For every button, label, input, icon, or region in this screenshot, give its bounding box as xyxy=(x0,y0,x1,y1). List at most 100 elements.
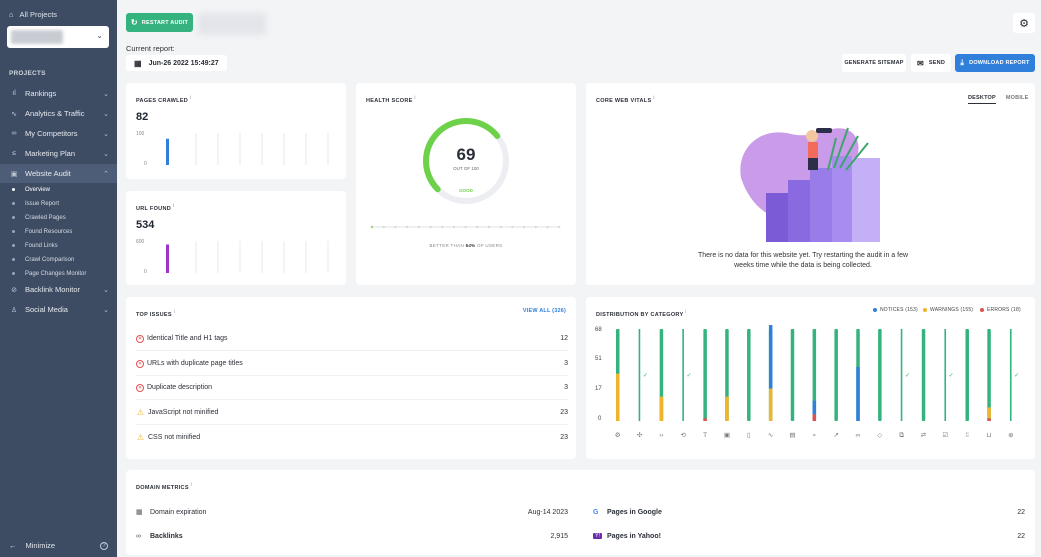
url-found-value: 534 xyxy=(136,219,155,231)
all-projects-link[interactable]: ⌂ All Projects xyxy=(9,10,57,19)
home-icon: ⌂ xyxy=(9,10,14,19)
sidebar-sub-crawled-pages[interactable]: Crawled Pages xyxy=(0,211,117,224)
project-name-blurred xyxy=(11,30,63,44)
generate-sitemap-button[interactable]: GENERATE SITEMAP xyxy=(842,54,906,72)
pages-crawled-bars xyxy=(166,133,329,165)
all-projects-label: All Projects xyxy=(19,10,58,19)
sidebar-item-social-media[interactable]: ♙ Social Media ⌄ xyxy=(0,300,117,319)
help-icon[interactable]: ? xyxy=(100,541,108,550)
scale-dot xyxy=(476,225,479,229)
pages-crawled-value: 82 xyxy=(136,111,149,123)
category-bar-stack: ↗ xyxy=(833,329,839,439)
issue-row[interactable]: ✕ Identical Title and H1 tags 12 xyxy=(136,327,568,351)
minimize-button[interactable]: ← Minimize ? xyxy=(9,541,108,550)
issue-row[interactable]: ⚠ CSS not minified 23 xyxy=(136,425,568,449)
health-score-card: HEALTH SCORE i 69 OUT OF 100 GOOD BETTER… xyxy=(356,83,576,285)
issue-row[interactable]: ✕ Duplicate description 3 xyxy=(136,376,568,400)
scale-dot xyxy=(394,225,397,229)
pages-crawled-card: PAGES CRAWLED i 82 100 0 xyxy=(126,83,346,179)
chevron-down-icon: ⌄ xyxy=(103,110,109,118)
device-tabs: DESKTOP MOBILE xyxy=(968,95,1028,104)
metric-value: 22 xyxy=(1017,532,1025,540)
category-icon: ☑ xyxy=(942,431,948,439)
issue-label: Duplicate description xyxy=(147,384,212,391)
core-web-vitals-card: CORE WEB VITALS i DESKTOP MOBILE There i… xyxy=(586,83,1035,285)
metric-label: Pages in Google xyxy=(607,508,662,516)
current-report-label: Current report: xyxy=(126,44,175,53)
thumbs-up-icon: ♙ xyxy=(10,306,18,314)
category-bar-stack: ⇄ xyxy=(921,329,927,439)
sidebar-item-competitors[interactable]: ∞ My Competitors ⌄ xyxy=(0,124,117,143)
sidebar-sub-found-resources[interactable]: Found Resources xyxy=(0,225,117,238)
y-tick-label: 17 xyxy=(595,386,602,392)
pages-in-google-row: G Pages in Google 22 xyxy=(593,504,1025,520)
scale-dot xyxy=(487,225,491,229)
bullet-icon xyxy=(12,216,15,219)
category-icon: ↗ xyxy=(833,432,838,439)
card-title: URL FOUND i xyxy=(136,203,175,212)
checklist-icon: ≤ xyxy=(12,150,16,157)
category-bar-stack: ✓✣ xyxy=(637,329,648,439)
pages-in-yahoo-row: Y! Pages in Yahoo! 22 xyxy=(593,528,1025,544)
scale-dot xyxy=(441,225,444,229)
tab-mobile[interactable]: MOBILE xyxy=(1005,95,1029,101)
gear-icon[interactable]: ⚙ xyxy=(1013,13,1035,33)
link-icon: ∞ xyxy=(11,130,17,137)
sidebar-sub-found-links[interactable]: Found Links xyxy=(0,239,117,252)
legend-notices: NOTICES (153) xyxy=(873,307,918,313)
issue-count: 23 xyxy=(560,433,568,441)
sidebar-item-marketing-plan[interactable]: ≤ Marketing Plan ⌄ xyxy=(0,144,117,163)
passed-bar xyxy=(965,329,969,421)
tab-desktop[interactable]: DESKTOP xyxy=(968,95,996,104)
y-tick-label: 51 xyxy=(595,356,602,362)
category-bar-stack: ⚙ xyxy=(615,329,621,439)
passed-bar xyxy=(747,329,751,421)
sidebar-item-analytics[interactable]: ∿ Analytics & Traffic ⌄ xyxy=(0,104,117,123)
project-selector[interactable]: ⌄ xyxy=(7,26,109,48)
send-button[interactable]: ✉ SEND xyxy=(911,54,951,72)
category-bar-stack: ✓☑ xyxy=(942,329,954,439)
card-title: PAGES CRAWLED i xyxy=(136,95,192,104)
scale-dot xyxy=(546,225,549,229)
view-all-link[interactable]: VIEW ALL (326) xyxy=(522,308,566,314)
sidebar-sub-label: Found Links xyxy=(25,242,58,249)
restart-audit-button[interactable]: ↻ RESTART AUDIT xyxy=(126,13,193,32)
sidebar-sub-overview[interactable]: Overview xyxy=(0,183,117,196)
category-bar-stack: ▤ xyxy=(789,329,796,439)
errors-bar xyxy=(703,418,707,421)
issue-row[interactable]: ⚠ JavaScript not minified 23 xyxy=(136,401,568,425)
domain-metrics-card: DOMAIN METRICS i ▦ Domain expiration Aug… xyxy=(126,470,1035,555)
url-found-bar xyxy=(166,244,169,273)
chevron-down-icon: ⌄ xyxy=(96,31,103,40)
card-title: DISTRIBUTION BY CATEGORY i xyxy=(596,309,687,318)
download-report-button[interactable]: ⤓ DOWNLOAD REPORT xyxy=(955,54,1035,72)
url-found-card: URL FOUND i 534 600 0 xyxy=(126,191,346,285)
sidebar-sub-issue-report[interactable]: Issue Report xyxy=(0,197,117,210)
sidebar-sub-label: Issue Report xyxy=(25,200,60,207)
issue-row[interactable]: ✕ URLs with duplicate page titles 3 xyxy=(136,352,568,376)
passed-bar xyxy=(987,329,991,421)
sidebar-item-rankings[interactable]: ıl Rankings ⌄ xyxy=(0,84,117,103)
metric-label: Domain expiration xyxy=(150,508,207,516)
notices-bar xyxy=(856,366,860,421)
category-icon: ⟲ xyxy=(680,432,686,439)
sidebar-item-website-audit[interactable]: ▣ Website Audit ⌃ xyxy=(0,164,117,183)
sidebar-item-backlink-monitor[interactable]: ⊘ Backlink Monitor ⌄ xyxy=(0,280,117,299)
sidebar-item-label: Website Audit xyxy=(25,169,71,178)
sidebar-sub-crawl-comparison[interactable]: Crawl Comparison xyxy=(0,253,117,266)
y-tick-label: 68 xyxy=(595,327,602,333)
passed-line xyxy=(944,329,947,421)
sidebar-sub-page-changes[interactable]: Page Changes Monitor xyxy=(0,267,117,280)
y-max-label: 600 xyxy=(136,239,145,245)
y-tick-label: 0 xyxy=(598,416,602,422)
category-icon: ⧉ xyxy=(899,432,904,439)
report-date-selector[interactable]: ▦ Jun-26 2022 15:49:27 xyxy=(126,55,227,71)
sidebar-item-label: My Competitors xyxy=(25,129,78,138)
gauge-fill xyxy=(423,118,501,193)
metric-label: Pages in Yahoo! xyxy=(607,532,661,540)
passed-line xyxy=(682,329,684,421)
sidebar-sub-label: Crawl Comparison xyxy=(25,256,75,263)
issue-count: 3 xyxy=(564,360,568,367)
no-data-illustration xyxy=(740,127,880,242)
category-bar-stack: ∞ xyxy=(856,329,861,439)
